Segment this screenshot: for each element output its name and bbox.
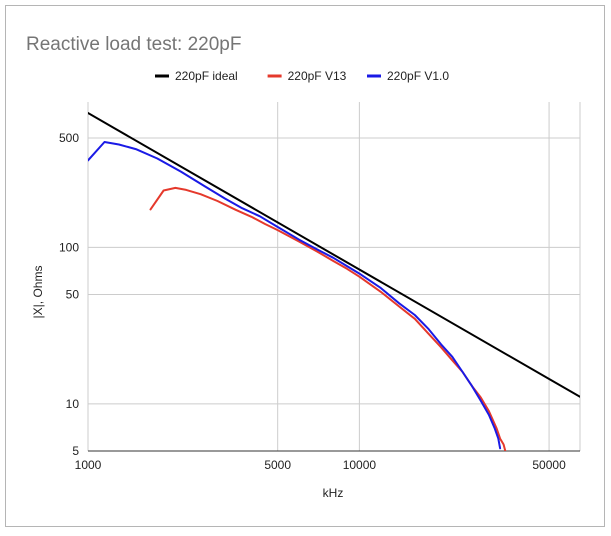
x-axis-title: kHz xyxy=(323,486,344,500)
y-tick-label: 100 xyxy=(59,240,79,254)
x-tick-label: 10000 xyxy=(343,458,377,472)
chart-frame xyxy=(5,5,605,527)
legend-item-2: 220pF V13 xyxy=(267,69,347,83)
series-line-3 xyxy=(88,141,502,450)
grid-layer xyxy=(87,102,581,452)
y-tick-label: 500 xyxy=(59,131,79,145)
y-axis-title: |X|, Ohms xyxy=(31,266,45,319)
series-line-2 xyxy=(149,186,507,451)
legend-label: 220pF ideal xyxy=(175,69,238,83)
chart-title: Reactive load test: 220pF xyxy=(26,34,242,55)
y-tick-label: 10 xyxy=(66,397,80,411)
y-tick-label: 50 xyxy=(66,288,80,302)
legend-label: 220pF V1.0 xyxy=(387,69,449,83)
x-tick-label: 1000 xyxy=(75,458,102,472)
legend-item-3: 220pF V1.0 xyxy=(367,69,449,83)
legend-item-1: 220pF ideal xyxy=(155,69,238,83)
x-tick-label: 5000 xyxy=(264,458,291,472)
legend-label: 220pF V13 xyxy=(288,69,347,83)
y-tick-label: 5 xyxy=(72,444,79,458)
series-layer xyxy=(88,112,580,451)
x-tick-label: 50000 xyxy=(532,458,566,472)
tick-layer: 1000 5000 10000 50000 5 10 50 100 500 xyxy=(59,131,566,472)
legend: 220pF ideal 220pF V13 220pF V1.0 xyxy=(155,69,449,83)
series-line-1 xyxy=(88,112,580,398)
